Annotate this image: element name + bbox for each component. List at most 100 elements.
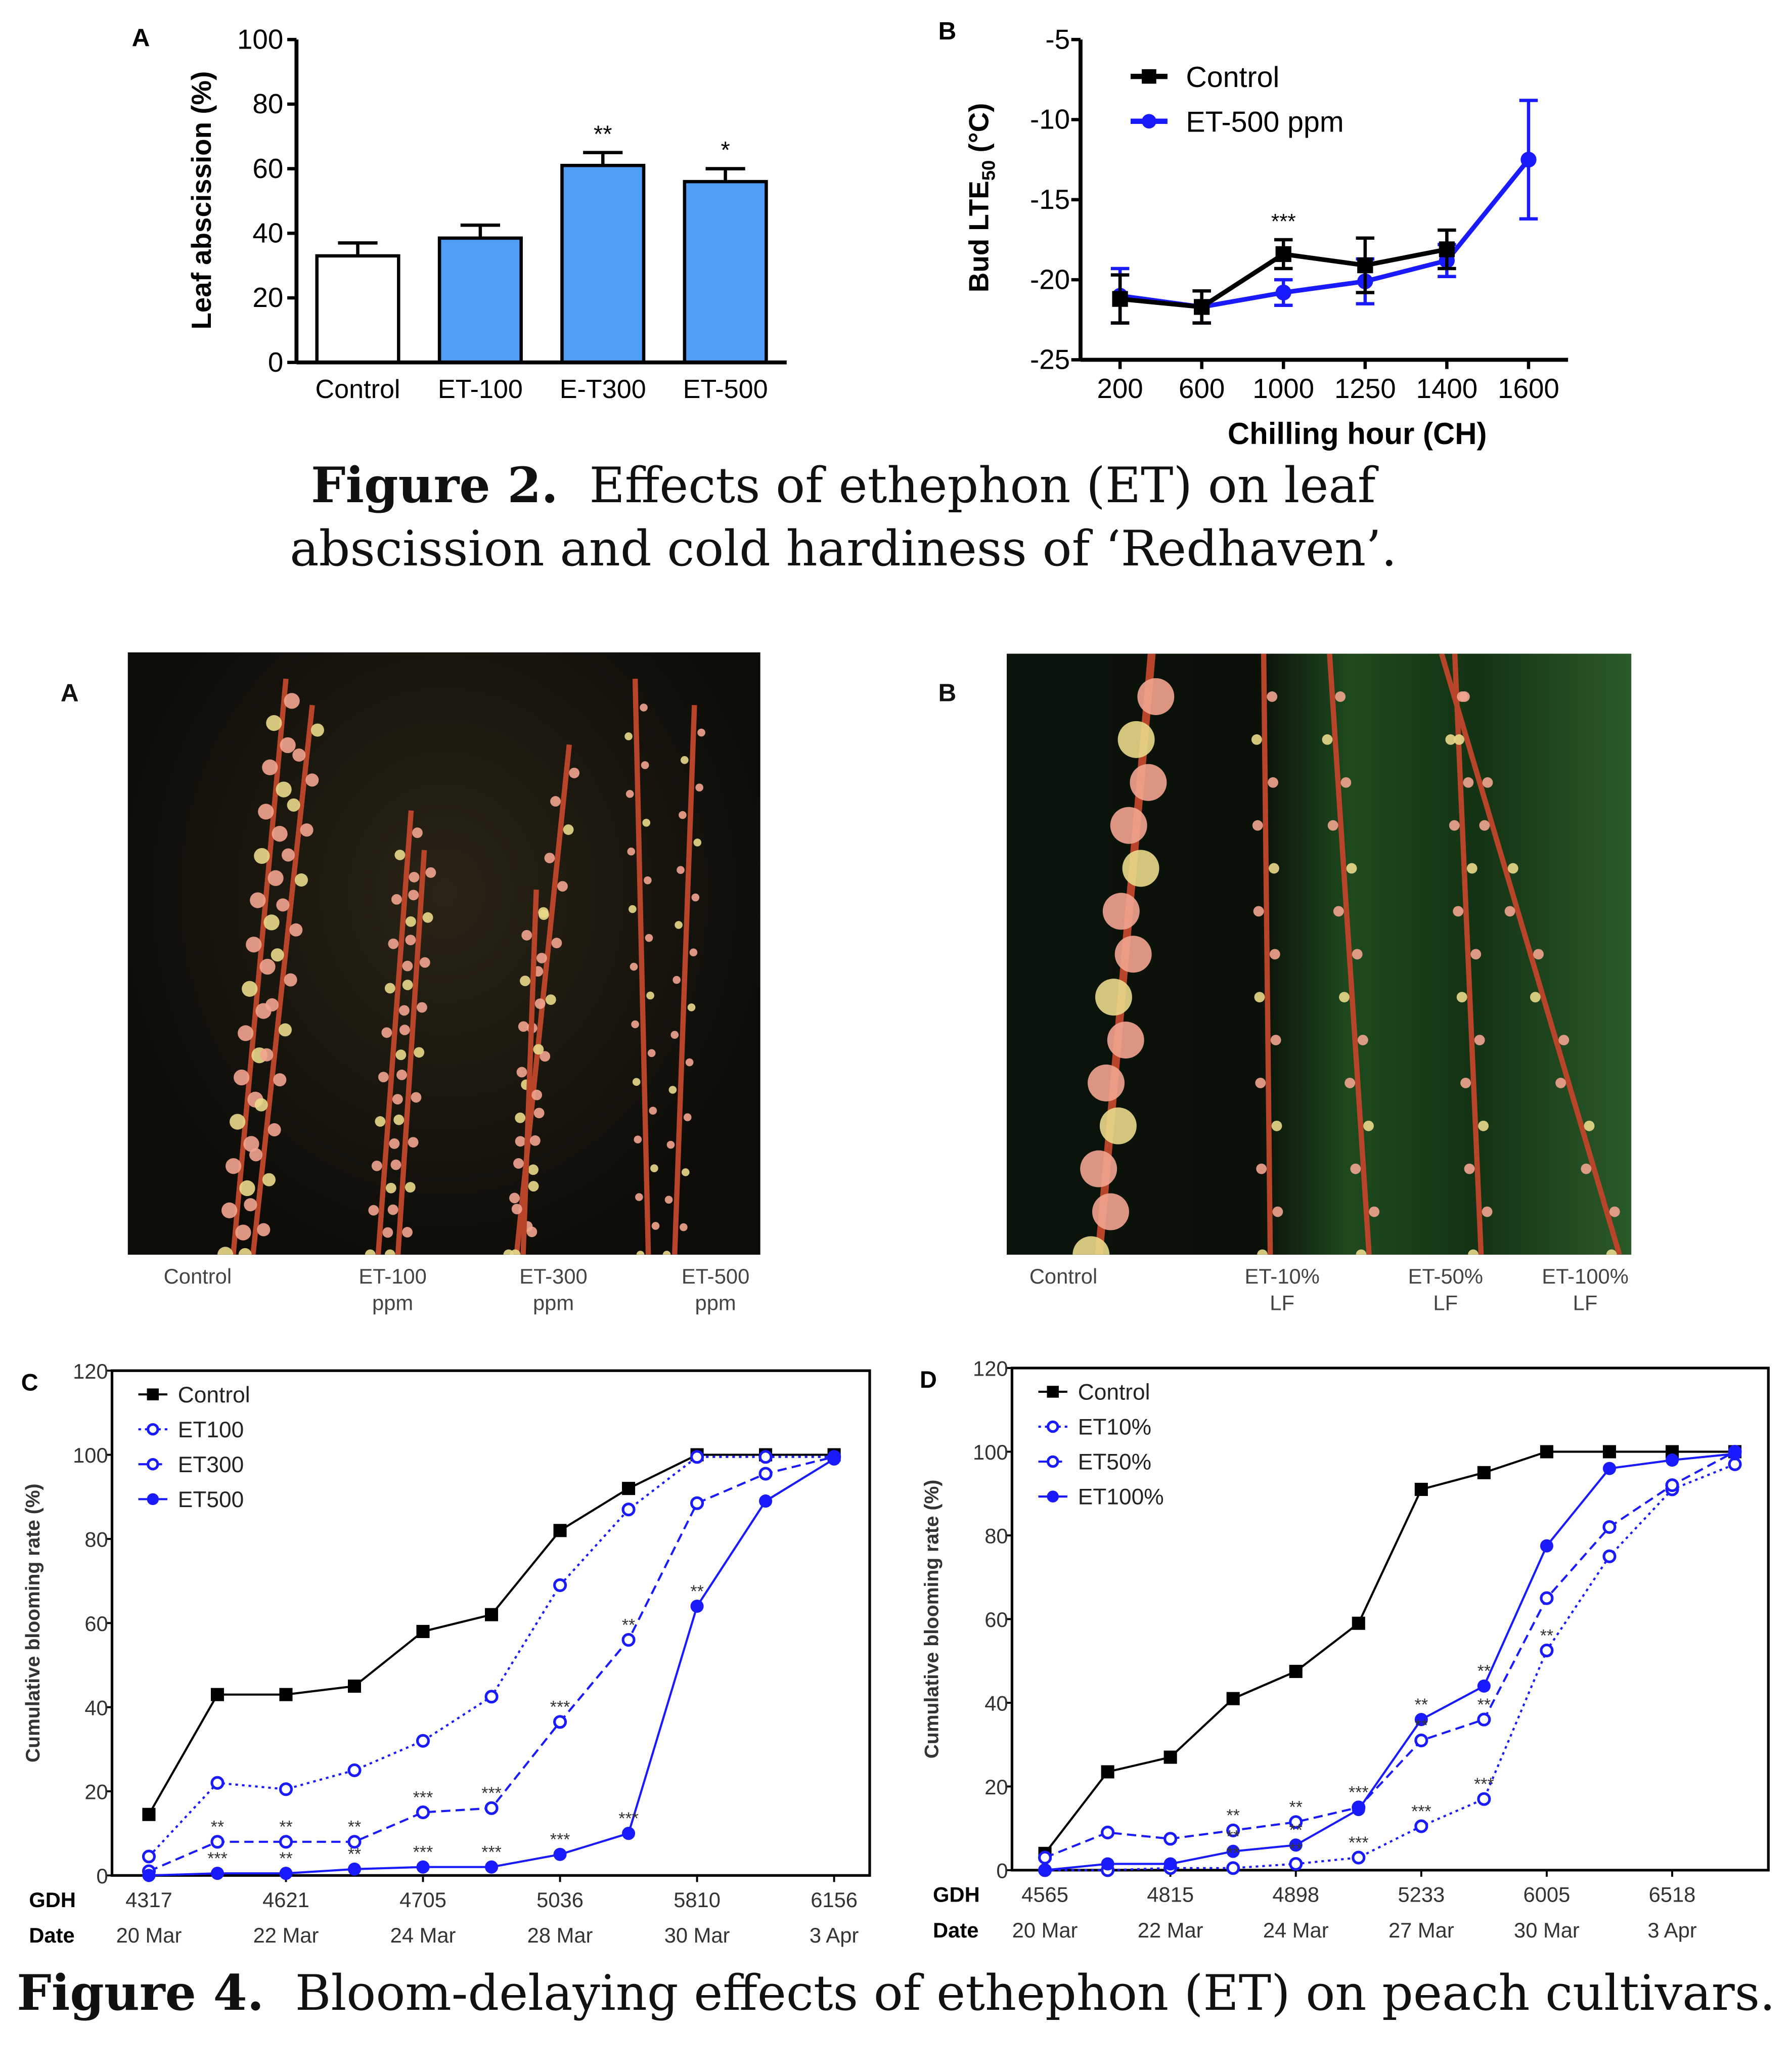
shoot-branch <box>1322 653 1380 1255</box>
date-tick-label: 22 Mar <box>1138 1918 1203 1942</box>
bud <box>636 1251 645 1255</box>
legend-marker <box>147 1493 159 1506</box>
significance-label: *** <box>207 1849 228 1868</box>
y-tick-label: -20 <box>1030 263 1070 295</box>
date-tick-label: 24 Mar <box>1263 1918 1329 1942</box>
bud <box>378 1072 389 1083</box>
bud <box>384 1249 395 1255</box>
data-point <box>553 1524 567 1537</box>
bud <box>1558 1035 1570 1045</box>
bud <box>425 867 436 878</box>
significance-label: *** <box>1349 1833 1369 1853</box>
data-point <box>1275 284 1291 301</box>
bud <box>677 866 685 874</box>
significance-label: * <box>721 137 730 163</box>
y-tick-label: 80 <box>984 1524 1008 1548</box>
data-point <box>142 1849 156 1864</box>
photo-label-line: ET-50% <box>1408 1266 1483 1289</box>
date-tick-label: 28 Mar <box>527 1923 593 1947</box>
bud <box>1092 1193 1129 1230</box>
bud <box>1352 949 1363 960</box>
bud <box>666 1140 675 1149</box>
bud <box>531 1089 543 1100</box>
bud <box>1606 1249 1617 1255</box>
data-point <box>1226 1861 1240 1875</box>
x-tick-label: 1400 <box>1416 373 1478 404</box>
data-point <box>553 1578 567 1592</box>
bud <box>242 981 258 997</box>
y-tick-label: -15 <box>1030 184 1070 215</box>
y-tick-label: 40 <box>84 1696 108 1720</box>
data-point <box>1101 1857 1114 1871</box>
y-tick-label: 20 <box>252 282 283 313</box>
bud <box>405 916 416 927</box>
x-tick-label: ET-100 <box>438 375 523 404</box>
significance-label: *** <box>413 1842 433 1862</box>
bud <box>258 804 274 820</box>
bud <box>234 1069 250 1086</box>
legend-marker <box>1142 69 1156 84</box>
significance-label: ** <box>279 1818 292 1837</box>
bud <box>262 1173 276 1186</box>
bud <box>673 976 681 984</box>
bud <box>384 983 395 994</box>
significance-label: ** <box>348 1818 361 1837</box>
bud <box>278 1023 292 1037</box>
photo-a-shoots <box>127 652 760 1255</box>
bud <box>1482 777 1493 788</box>
panel-letter: C <box>21 1369 38 1395</box>
bud <box>1072 1236 1110 1255</box>
photo-a-panel-letter: A <box>60 680 79 708</box>
bud <box>399 1025 410 1035</box>
data-point <box>485 1860 499 1874</box>
shoot-drawing <box>217 678 705 1255</box>
bud <box>569 767 580 778</box>
data-point <box>1275 246 1291 262</box>
bud <box>287 798 300 812</box>
series-line <box>1044 1450 1736 1859</box>
x-tick-label: E-T300 <box>560 375 646 404</box>
data-point <box>1665 1453 1679 1467</box>
gdh-tick-label: 4898 <box>1272 1882 1319 1906</box>
photo-label: ET-300 ppm <box>487 1265 619 1318</box>
bud <box>414 1047 425 1058</box>
shoot-branch <box>217 678 300 1255</box>
branch-stem <box>1439 653 1622 1255</box>
photo-label-line: ET-100 <box>359 1266 427 1289</box>
bud <box>235 1224 251 1241</box>
data-point <box>1414 1713 1428 1727</box>
shoot-branch <box>1445 653 1493 1255</box>
bar-ET-500 <box>683 180 768 364</box>
bud <box>1080 1150 1117 1187</box>
chart-blooming-D: D 0 20 40 60 80 100 120 Cumulative blooming rate… <box>920 1357 1770 1942</box>
x-tick-label: 200 <box>1097 373 1143 404</box>
bud <box>644 876 652 885</box>
gdh-row-label: GDH <box>29 1888 76 1912</box>
gdh-tick-label: 5810 <box>674 1888 721 1912</box>
y-tick-label: 0 <box>97 1864 108 1888</box>
data-point <box>416 1734 430 1748</box>
bud <box>417 1002 427 1013</box>
significance-label: *** <box>1474 1775 1494 1794</box>
bud <box>390 1159 401 1170</box>
data-point <box>1163 1832 1178 1846</box>
significance-label: ** <box>1227 1827 1240 1846</box>
bud <box>695 783 703 792</box>
data-point <box>622 1482 636 1495</box>
bud <box>1130 764 1167 801</box>
data-point <box>1226 1823 1240 1837</box>
bud <box>509 1193 520 1204</box>
bud <box>629 905 637 913</box>
figure2-caption: Figure 2. Effects of ethephon (ET) on le… <box>185 453 1502 581</box>
bud <box>520 976 530 986</box>
significance-label: ** <box>279 1849 292 1868</box>
significance-label: ** <box>594 121 612 147</box>
y-tick-label: 100 <box>973 1440 1008 1464</box>
legend-label: ET100% <box>1078 1485 1164 1510</box>
figure4-caption: Figure 4. Bloom-delaying effects of ethe… <box>0 1961 1792 2026</box>
bud <box>1470 949 1482 960</box>
gdh-tick-label: 6156 <box>811 1888 858 1912</box>
legend-label: ET300 <box>178 1452 244 1477</box>
significance-label: *** <box>1271 209 1296 233</box>
series-line <box>1045 1452 1735 1871</box>
